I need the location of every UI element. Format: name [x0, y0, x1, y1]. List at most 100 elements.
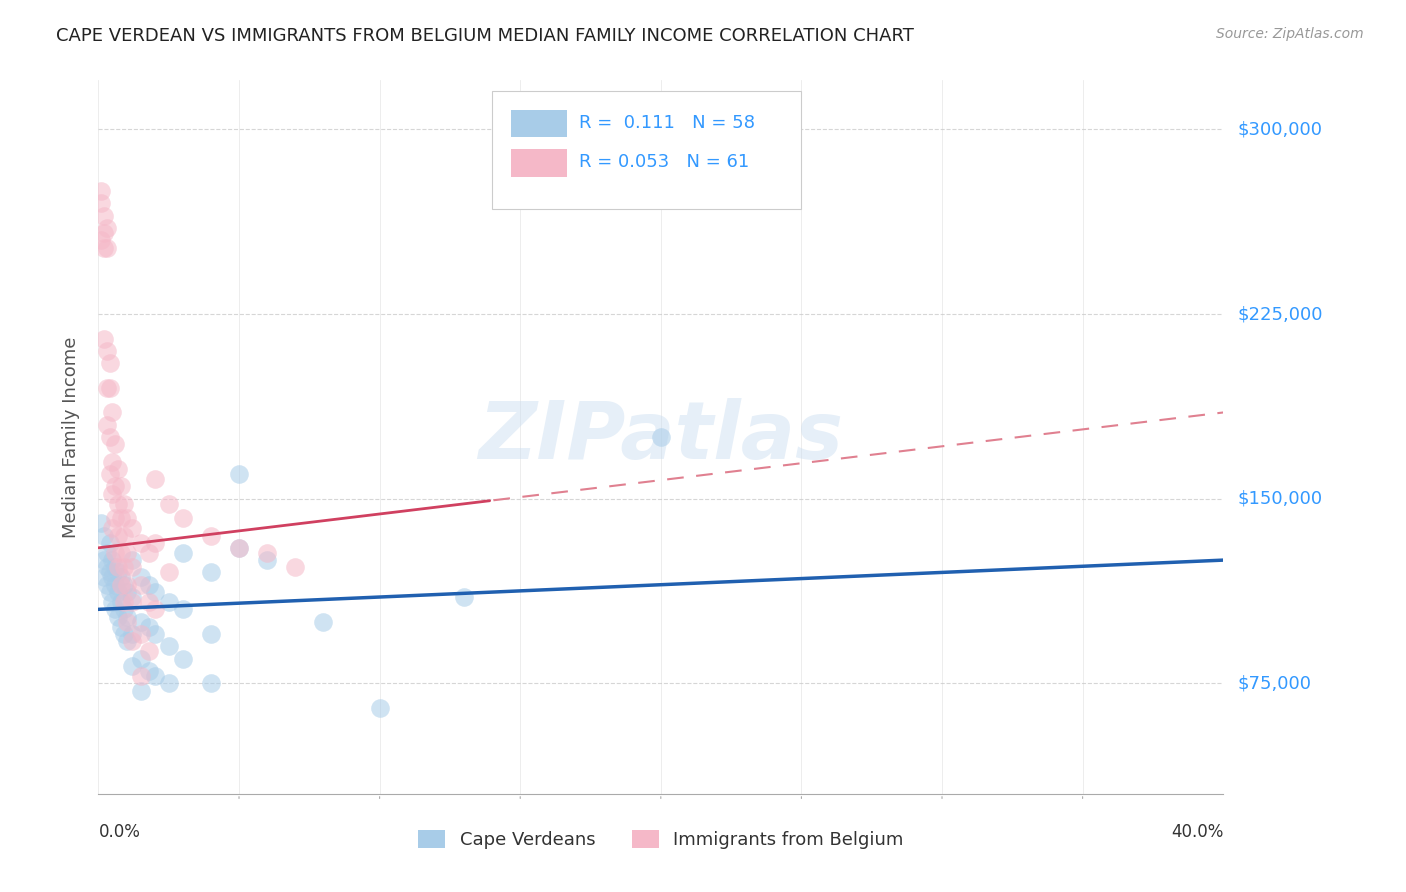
Point	[104, 511, 127, 525]
Point	[112, 595, 135, 609]
Point	[121, 627, 143, 641]
Text: $150,000: $150,000	[1237, 490, 1322, 508]
Point	[121, 560, 143, 574]
Point	[107, 560, 129, 574]
Point	[115, 585, 138, 599]
Point	[453, 590, 475, 604]
Point	[104, 437, 127, 451]
Point	[93, 226, 115, 240]
Point	[129, 651, 152, 665]
Point	[90, 196, 112, 211]
Text: $225,000: $225,000	[1237, 305, 1323, 323]
Point	[107, 585, 129, 599]
Text: R = 0.053   N = 61: R = 0.053 N = 61	[579, 153, 749, 171]
Text: $75,000: $75,000	[1237, 674, 1312, 692]
Point	[93, 528, 115, 542]
Point	[93, 241, 115, 255]
Point	[98, 430, 121, 444]
Point	[157, 566, 180, 580]
Legend: Cape Verdeans, Immigrants from Belgium: Cape Verdeans, Immigrants from Belgium	[411, 822, 911, 856]
Point	[143, 472, 166, 486]
Point	[110, 619, 132, 633]
Point	[104, 560, 127, 574]
Point	[200, 676, 222, 690]
Point	[115, 609, 138, 624]
Point	[101, 455, 124, 469]
Point	[121, 521, 143, 535]
Y-axis label: Median Family Income: Median Family Income	[62, 336, 80, 538]
Point	[284, 560, 307, 574]
Point	[115, 546, 138, 560]
Point	[256, 553, 278, 567]
Text: ZIPatlas: ZIPatlas	[478, 398, 844, 476]
Point	[115, 615, 138, 629]
Point	[115, 511, 138, 525]
Text: R =  0.111   N = 58: R = 0.111 N = 58	[579, 114, 755, 132]
Point	[101, 570, 124, 584]
FancyBboxPatch shape	[492, 91, 801, 209]
Point	[90, 184, 112, 198]
Point	[138, 546, 160, 560]
Bar	[512, 111, 568, 137]
Point	[172, 511, 194, 525]
Point	[98, 566, 121, 580]
Point	[129, 683, 152, 698]
Point	[121, 659, 143, 673]
Text: $300,000: $300,000	[1237, 120, 1322, 138]
Point	[107, 609, 129, 624]
Point	[121, 634, 143, 648]
Point	[200, 528, 222, 542]
Point	[157, 595, 180, 609]
Point	[650, 430, 672, 444]
Point	[172, 546, 194, 560]
Point	[93, 209, 115, 223]
Point	[138, 595, 160, 609]
Point	[96, 241, 118, 255]
Point	[90, 233, 112, 247]
Text: Source: ZipAtlas.com: Source: ZipAtlas.com	[1216, 27, 1364, 41]
Point	[138, 619, 160, 633]
Point	[200, 627, 222, 641]
Point	[172, 651, 194, 665]
Point	[157, 639, 180, 653]
Point	[90, 516, 112, 531]
Text: 0.0%: 0.0%	[98, 822, 141, 840]
Point	[121, 590, 143, 604]
Point	[93, 553, 115, 567]
Point	[104, 578, 127, 592]
Point	[228, 467, 250, 481]
Point	[121, 595, 143, 609]
Point	[107, 462, 129, 476]
Point	[129, 615, 152, 629]
Point	[112, 560, 135, 574]
Point	[96, 417, 118, 432]
Point	[96, 578, 118, 592]
Point	[98, 467, 121, 481]
Point	[115, 578, 138, 592]
Point	[110, 595, 132, 609]
Point	[101, 595, 124, 609]
Point	[143, 585, 166, 599]
Point	[129, 669, 152, 683]
Point	[368, 700, 391, 714]
Point	[129, 570, 152, 584]
Point	[104, 479, 127, 493]
Point	[101, 553, 124, 567]
Text: 40.0%: 40.0%	[1171, 822, 1223, 840]
Point	[112, 496, 135, 510]
Point	[104, 546, 127, 560]
Point	[143, 669, 166, 683]
Point	[200, 566, 222, 580]
Point	[157, 676, 180, 690]
Point	[110, 511, 132, 525]
Point	[110, 479, 132, 493]
Bar	[512, 150, 568, 177]
Point	[121, 553, 143, 567]
Point	[172, 602, 194, 616]
Point	[115, 634, 138, 648]
Point	[98, 356, 121, 370]
Point	[143, 627, 166, 641]
Point	[110, 546, 132, 560]
Point	[112, 627, 135, 641]
Point	[96, 560, 118, 574]
